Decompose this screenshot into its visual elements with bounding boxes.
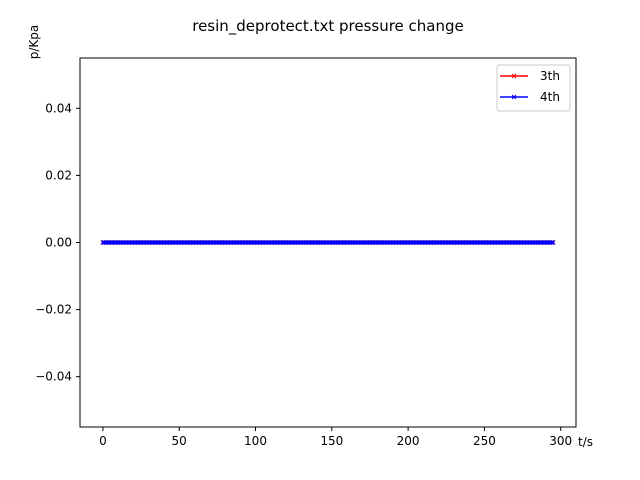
legend-label-4th: 4th [540, 90, 560, 104]
y-tick-label: −0.02 [35, 303, 72, 317]
data-point [550, 240, 556, 245]
y-axis: −0.04 −0.02 0.00 0.02 0.04 [35, 101, 80, 384]
series-layer [100, 240, 556, 245]
series-4th [100, 240, 556, 245]
legend: 3th 4th [496, 64, 571, 112]
chart-title: resin_deprotect.txt pressure change [192, 17, 464, 36]
x-tick-label: 150 [320, 434, 343, 448]
x-axis: 0 50 100 150 200 250 300 [99, 427, 572, 448]
y-tick-label: 0.04 [45, 101, 72, 115]
legend-marker-3th [511, 73, 517, 79]
y-axis-label: p/Kpa [27, 25, 41, 60]
y-tick-label: −0.04 [35, 370, 72, 384]
legend-label-3th: 3th [540, 69, 560, 83]
x-tick-label: 200 [397, 434, 420, 448]
x-tick-label: 250 [473, 434, 496, 448]
y-tick-label: 0.00 [45, 236, 72, 250]
x-tick-label: 300 [549, 434, 572, 448]
data-point [549, 240, 554, 245]
x-axis-label: t/s [578, 435, 593, 449]
legend-marker-4th [511, 94, 517, 100]
x-tick-label: 0 [99, 434, 107, 448]
x-tick-label: 50 [172, 434, 187, 448]
x-tick-label: 100 [244, 434, 267, 448]
y-tick-label: 0.02 [45, 168, 72, 182]
